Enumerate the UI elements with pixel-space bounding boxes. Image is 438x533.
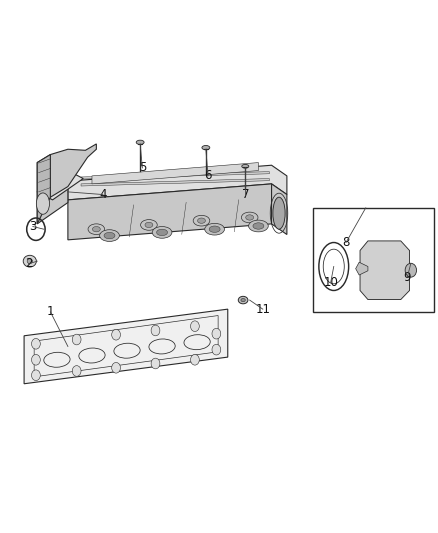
Text: 9: 9: [403, 271, 411, 284]
Text: 10: 10: [323, 276, 338, 289]
Polygon shape: [37, 171, 83, 200]
Circle shape: [212, 328, 221, 339]
Ellipse shape: [141, 220, 157, 230]
Circle shape: [112, 362, 120, 373]
Text: 5: 5: [139, 161, 146, 174]
Polygon shape: [37, 144, 96, 197]
Ellipse shape: [145, 222, 153, 228]
Polygon shape: [356, 262, 368, 275]
Polygon shape: [37, 155, 50, 224]
Text: 6: 6: [204, 169, 212, 182]
Text: 4: 4: [99, 188, 107, 201]
Circle shape: [405, 263, 417, 277]
Polygon shape: [24, 309, 228, 384]
Text: 1: 1: [46, 305, 54, 318]
Ellipse shape: [92, 227, 100, 232]
Ellipse shape: [152, 227, 172, 238]
Circle shape: [151, 325, 160, 336]
Text: 3: 3: [29, 220, 36, 233]
Ellipse shape: [241, 298, 245, 302]
Text: 2: 2: [25, 257, 32, 270]
Ellipse shape: [23, 255, 36, 267]
Ellipse shape: [202, 146, 210, 150]
Polygon shape: [360, 241, 410, 300]
Ellipse shape: [99, 230, 119, 241]
Ellipse shape: [205, 223, 224, 235]
Text: 7: 7: [241, 188, 249, 201]
Polygon shape: [81, 172, 269, 179]
Text: 11: 11: [255, 303, 270, 316]
Ellipse shape: [241, 212, 258, 223]
Circle shape: [32, 338, 40, 349]
Ellipse shape: [253, 223, 264, 229]
Circle shape: [32, 370, 40, 381]
Ellipse shape: [273, 197, 285, 229]
Polygon shape: [37, 171, 68, 224]
Ellipse shape: [88, 224, 105, 235]
Circle shape: [72, 334, 81, 345]
Circle shape: [72, 366, 81, 376]
Ellipse shape: [104, 232, 115, 239]
Polygon shape: [68, 165, 287, 200]
Circle shape: [191, 354, 199, 365]
Circle shape: [191, 321, 199, 332]
Ellipse shape: [136, 140, 144, 144]
Ellipse shape: [242, 165, 249, 168]
Polygon shape: [81, 179, 269, 186]
Bar: [313, 208, 434, 312]
Circle shape: [151, 358, 160, 369]
Ellipse shape: [36, 193, 49, 214]
Ellipse shape: [209, 226, 220, 232]
Ellipse shape: [238, 296, 248, 304]
Ellipse shape: [193, 215, 210, 226]
Circle shape: [112, 329, 120, 340]
Polygon shape: [92, 163, 258, 184]
Ellipse shape: [157, 229, 167, 236]
Ellipse shape: [246, 215, 254, 220]
Polygon shape: [68, 184, 272, 240]
Circle shape: [32, 354, 40, 365]
Ellipse shape: [198, 218, 205, 223]
Polygon shape: [272, 184, 287, 235]
Ellipse shape: [27, 259, 32, 264]
Text: 8: 8: [343, 236, 350, 249]
Circle shape: [212, 344, 221, 355]
Ellipse shape: [248, 220, 268, 232]
